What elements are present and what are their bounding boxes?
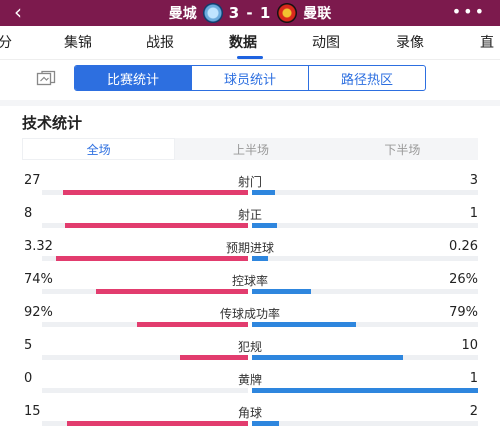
match-header-bar: ‹ 曼城 3 - 1 曼联 ••• (0, 0, 500, 26)
stat-row: 3.32 预期进球 0.26 (0, 239, 500, 269)
stat-away-value: 1 (469, 371, 478, 386)
stat-home-value: 8 (24, 206, 33, 221)
tab-partial-left[interactable]: 分 (0, 35, 12, 51)
stat-away-track (252, 223, 478, 228)
period-switcher: 全场 上半场 下半场 (22, 138, 478, 160)
stat-away-bar (252, 289, 311, 294)
stat-home-bar (56, 256, 248, 261)
stat-home-value: 92% (24, 305, 53, 320)
stat-label: 黄牌 (237, 373, 262, 387)
stat-home-track (42, 388, 248, 393)
stat-away-track (252, 289, 478, 294)
stat-home-bar (62, 190, 248, 195)
stat-away-track (252, 388, 478, 393)
period-tab-second-half[interactable]: 下半场 (384, 142, 421, 157)
stat-row: 0 黄牌 1 (0, 371, 500, 401)
stat-home-value: 3.32 (24, 239, 53, 254)
stat-label: 预期进球 (225, 241, 274, 255)
stat-label: 控球率 (231, 274, 268, 288)
stat-home-bar (64, 223, 248, 228)
stat-home-track (42, 223, 248, 228)
stat-row: 92% 传球成功率 79% (0, 305, 500, 335)
tab-gifs[interactable]: 动图 (312, 35, 340, 51)
stat-away-value: 79% (449, 305, 478, 320)
subtab-player-stats[interactable]: 球员统计 (191, 66, 308, 90)
more-dots-icon[interactable]: ••• (451, 2, 486, 21)
stat-row: 15 角球 2 (0, 404, 500, 434)
stat-home-track (42, 256, 248, 261)
period-tab-full[interactable]: 全场 (22, 138, 176, 160)
subtab-match-stats[interactable]: 比赛统计 (75, 66, 191, 90)
tab-highlights[interactable]: 集锦 (64, 35, 92, 51)
match-score: 3 - 1 (228, 4, 272, 22)
stat-row: 27 射门 3 (0, 173, 500, 203)
stat-home-bar (136, 322, 248, 327)
stat-away-value: 3 (469, 173, 478, 188)
active-tab-indicator (237, 56, 263, 59)
stats-type-switcher: 比赛统计 球员统计 路径热区 (74, 65, 426, 91)
stat-away-track (252, 256, 478, 261)
section-divider (0, 100, 500, 106)
stat-home-value: 0 (24, 371, 33, 386)
stat-home-track (42, 190, 248, 195)
stat-away-value: 26% (449, 272, 478, 287)
stat-row: 5 犯规 10 (0, 338, 500, 368)
stat-away-value: 2 (469, 404, 478, 419)
section-title: 技术统计 (22, 114, 83, 132)
home-team-name: 曼城 (168, 6, 197, 22)
stat-home-value: 5 (24, 338, 33, 353)
stat-label: 射门 (237, 175, 262, 189)
stat-home-value: 15 (24, 404, 41, 419)
stat-away-track (252, 190, 478, 195)
stat-away-bar (252, 190, 275, 195)
stat-home-value: 74% (24, 272, 53, 287)
period-tab-first-half[interactable]: 上半场 (232, 142, 269, 157)
stat-home-bar (66, 421, 248, 426)
away-team-name: 曼联 (303, 6, 332, 22)
stat-home-value: 27 (24, 173, 41, 188)
stat-home-track (42, 355, 248, 360)
stat-away-bar (252, 421, 280, 426)
stat-away-value: 10 (461, 338, 478, 353)
stat-away-value: 1 (469, 206, 478, 221)
subtab-row: 比赛统计 球员统计 路径热区 (0, 60, 500, 100)
tab-replay[interactable]: 录像 (396, 35, 424, 51)
stat-label: 犯规 (237, 340, 262, 354)
stat-away-track (252, 322, 478, 327)
stat-away-track (252, 421, 478, 426)
stat-away-bar (252, 322, 356, 327)
share-card-icon[interactable] (36, 70, 56, 88)
stat-home-bar (180, 355, 248, 360)
tab-partial-right[interactable]: 直 (480, 35, 494, 51)
stat-away-bar (252, 223, 277, 228)
stat-away-bar (252, 355, 404, 360)
match-summary: 曼城 3 - 1 曼联 (0, 0, 500, 26)
stat-home-track (42, 322, 248, 327)
stat-home-bar (95, 289, 248, 294)
stat-label: 传球成功率 (219, 307, 280, 321)
stat-away-value: 0.26 (449, 239, 478, 254)
stat-away-track (252, 355, 478, 360)
main-tab-bar: 分 集锦 战报 数据 动图 录像 直 (0, 26, 500, 60)
stat-label: 射正 (237, 208, 262, 222)
stat-home-track (42, 289, 248, 294)
tab-report[interactable]: 战报 (146, 35, 174, 51)
stat-label: 角球 (237, 406, 262, 420)
stat-row: 8 射正 1 (0, 206, 500, 236)
stat-home-track (42, 421, 248, 426)
chevron-left-icon[interactable]: ‹ (14, 0, 22, 24)
away-team-badge-icon (277, 3, 298, 23)
stat-row: 74% 控球率 26% (0, 272, 500, 302)
home-team-badge-icon (202, 3, 223, 23)
stat-away-bar (252, 256, 268, 261)
subtab-heatmap[interactable]: 路径热区 (308, 66, 425, 90)
tab-data[interactable]: 数据 (229, 35, 257, 51)
stat-away-bar (252, 388, 478, 393)
